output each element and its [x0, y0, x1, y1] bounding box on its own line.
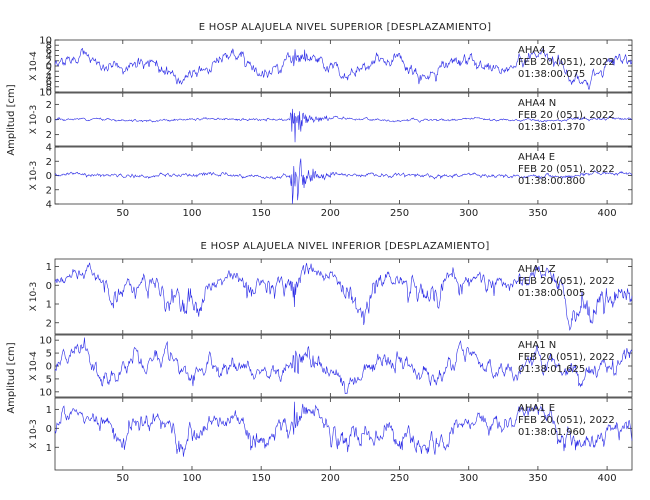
- x-tick-label: 300: [459, 208, 478, 219]
- station-info-line: 01:38:00.075: [518, 69, 585, 80]
- y-tick-label: 10: [39, 88, 52, 99]
- y-tick-label: 2: [46, 318, 52, 329]
- station-info-line: 01:38:01.960: [518, 427, 585, 438]
- waveform-trace: [54, 47, 633, 91]
- station-info-line: 01:38:00.005: [518, 288, 585, 299]
- y-tick-label: 4: [46, 72, 52, 83]
- x-tick-label: 350: [528, 208, 547, 219]
- x-tick-label: 150: [252, 208, 271, 219]
- station-info-line: AHA4 Z: [518, 45, 556, 56]
- y-tick-label: 10: [39, 336, 52, 347]
- y-tick-label: 1: [46, 443, 52, 454]
- station-info-line: FEB 20 (051), 2022: [518, 110, 615, 121]
- y-tick-label: 0: [46, 62, 52, 73]
- panel-frame: [54, 397, 633, 471]
- y-tick-label: 0: [46, 362, 52, 373]
- y-tick-label: 10: [39, 36, 52, 47]
- panel-multiplier: X 10-3: [29, 161, 39, 190]
- y-tick-label: 1: [46, 262, 52, 273]
- x-tick-label: 100: [182, 208, 201, 219]
- panel-multiplier: X 10-4: [29, 51, 39, 81]
- waveform-trace: [54, 262, 633, 331]
- y-tick-label: 2: [46, 185, 52, 196]
- waveform-trace: [54, 158, 633, 205]
- panel-multiplier: X 10-3: [29, 105, 39, 134]
- top-figure-title: E HOSP ALAJUELA NIVEL SUPERIOR [DESPLAZA…: [199, 22, 492, 33]
- y-tick-label: 1: [46, 405, 52, 416]
- y-tick-label: 0: [46, 171, 52, 182]
- y-tick-label: 2: [46, 130, 52, 141]
- station-info-line: AHA4 E: [518, 152, 555, 163]
- y-tick-label: 6: [46, 77, 52, 88]
- x-tick-label: 50: [116, 473, 129, 484]
- panel-multiplier: X 10-3: [29, 419, 39, 448]
- station-info-line: FEB 20 (051), 2022: [518, 276, 615, 287]
- y-tick-label: 0: [46, 281, 52, 292]
- station-info-line: FEB 20 (051), 2022: [518, 352, 615, 363]
- x-tick-label: 350: [528, 473, 547, 484]
- station-info-line: FEB 20 (051), 2022: [518, 164, 615, 175]
- x-tick-label: 400: [598, 473, 617, 484]
- y-tick-label: 0: [46, 115, 52, 126]
- y-tick-label: 4: [46, 143, 52, 154]
- y-tick-label: 8: [46, 82, 52, 93]
- station-info-line: 01:38:00.800: [518, 176, 585, 187]
- x-tick-label: 150: [252, 473, 271, 484]
- y-tick-label: 8: [46, 41, 52, 52]
- y-tick-label: 2: [46, 56, 52, 67]
- y-tick-label: 2: [46, 100, 52, 111]
- station-info-line: AHA1 Z: [518, 264, 556, 275]
- y-tick-label: 5: [46, 374, 52, 385]
- top-figure-ylabel: Amplitud [cm]: [6, 84, 17, 155]
- y-tick-label: 4: [46, 51, 52, 62]
- waveform-trace: [54, 108, 633, 143]
- waveform-trace: [54, 337, 633, 395]
- y-tick-label: 1: [46, 300, 52, 311]
- station-info-line: FEB 20 (051), 2022: [518, 415, 615, 426]
- y-tick-label: 6: [46, 46, 52, 57]
- station-info-line: AHA1 N: [518, 340, 556, 351]
- station-info-line: 01:38:01.370: [518, 122, 585, 133]
- panel-multiplier: X 10-3: [29, 282, 39, 311]
- station-info-line: 01:38:01.625: [518, 364, 585, 375]
- y-tick-label: 2: [46, 157, 52, 168]
- x-tick-label: 400: [598, 208, 617, 219]
- y-tick-label: 2: [46, 67, 52, 78]
- y-tick-label: 5: [46, 349, 52, 360]
- station-info-line: FEB 20 (051), 2022: [518, 57, 615, 68]
- bottom-figure-ylabel: Amplitud [cm]: [6, 342, 17, 413]
- y-tick-label: 0: [46, 424, 52, 435]
- x-tick-label: 250: [390, 473, 409, 484]
- x-tick-label: 200: [321, 208, 340, 219]
- y-tick-label: 10: [39, 387, 52, 398]
- station-info-line: AHA1 E: [518, 403, 555, 414]
- x-tick-label: 200: [321, 473, 340, 484]
- x-tick-label: 250: [390, 208, 409, 219]
- station-info-line: AHA4 N: [518, 98, 556, 109]
- x-tick-label: 300: [459, 473, 478, 484]
- waveform-trace: [54, 401, 633, 457]
- x-tick-label: 100: [182, 473, 201, 484]
- bottom-figure-title: E HOSP ALAJUELA NIVEL INFERIOR [DESPLAZA…: [200, 241, 489, 252]
- y-tick-label: 4: [46, 200, 52, 211]
- panel-multiplier: X 10-4: [29, 351, 39, 381]
- x-tick-label: 50: [116, 208, 129, 219]
